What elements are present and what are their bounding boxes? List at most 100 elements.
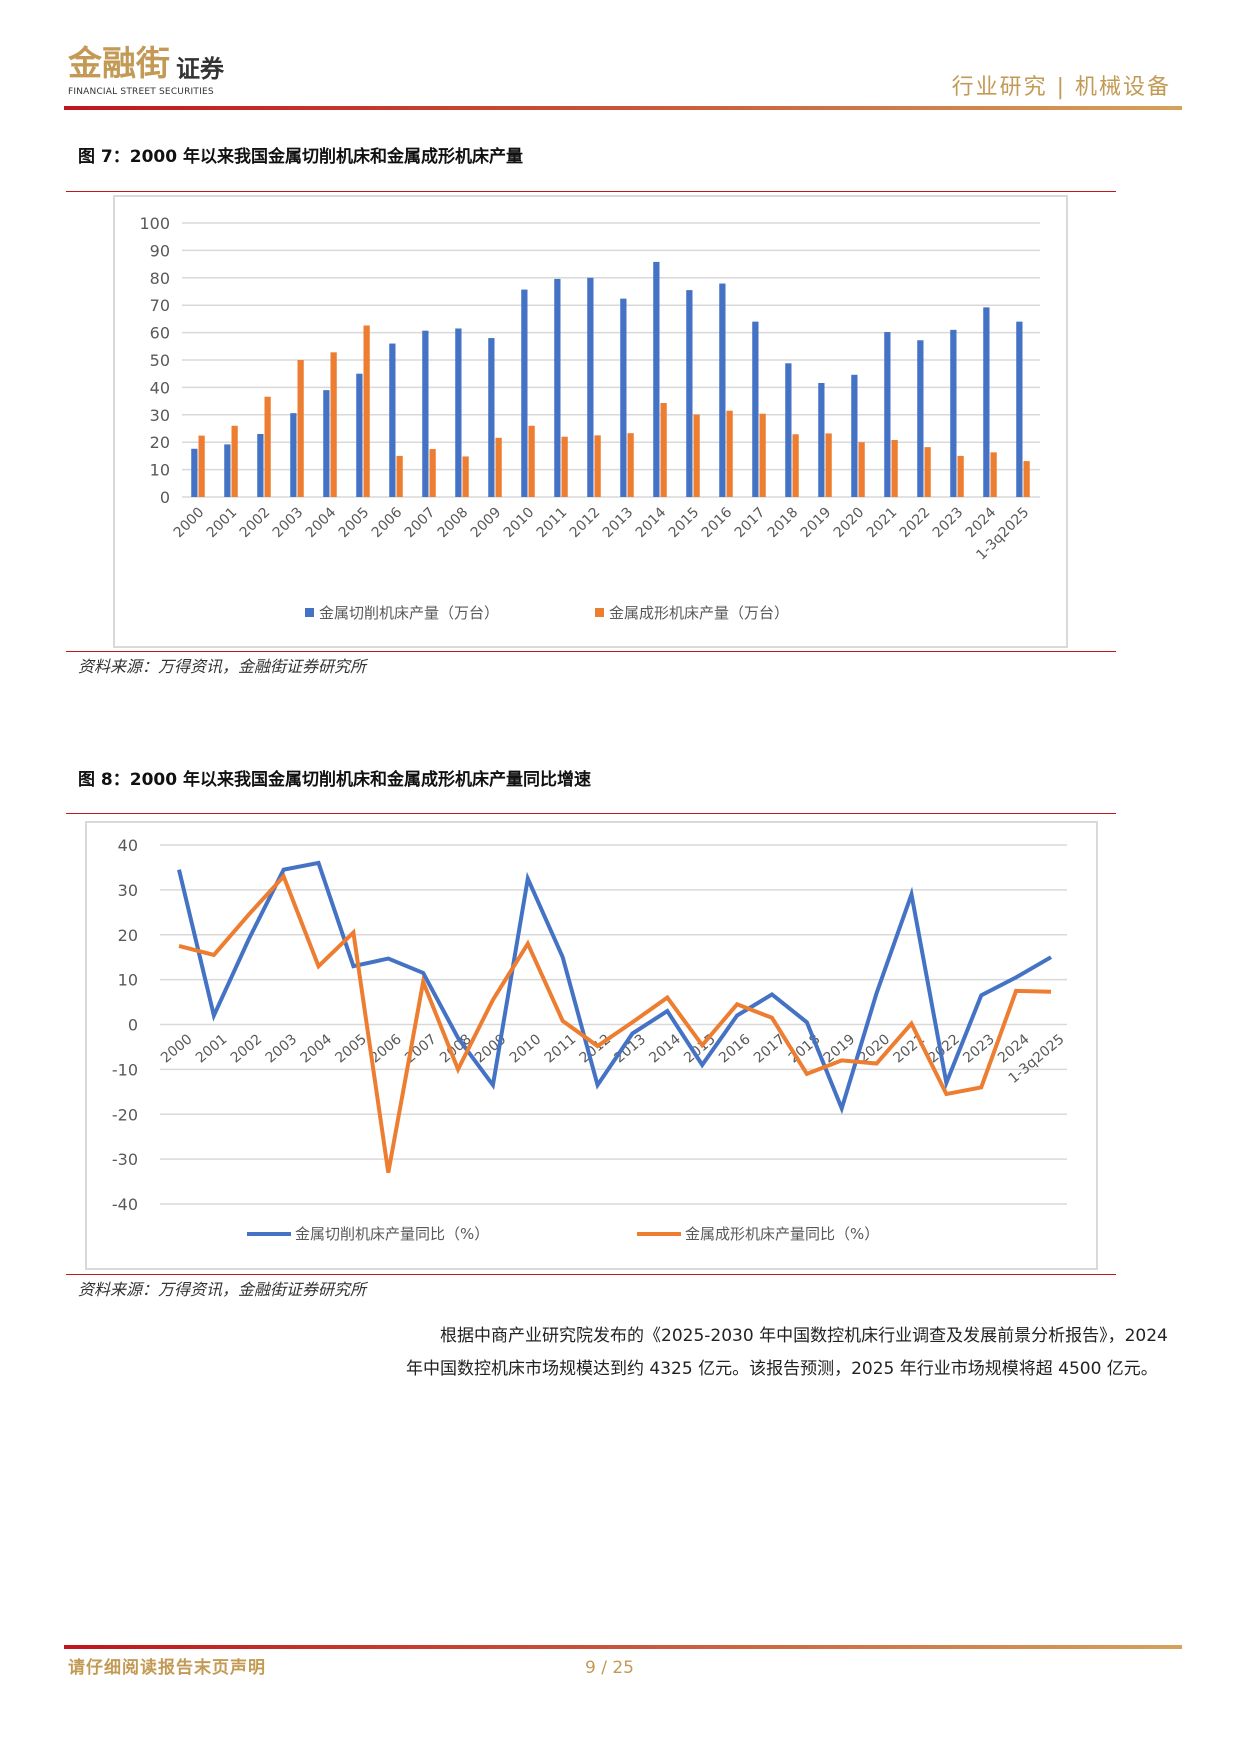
bar-forming: [297, 360, 304, 497]
bar-cutting: [686, 290, 693, 497]
body-paragraph: 根据中商产业研究院发布的《2025-2030 年中国数控机床行业调查及发展前景分…: [406, 1326, 1168, 1379]
bar-cutting: [191, 448, 198, 497]
x-tick-label: 2010: [507, 1031, 545, 1066]
x-tick-label: 2002: [228, 1031, 266, 1066]
x-tick-label: 2010: [501, 505, 538, 542]
bar-cutting: [950, 329, 957, 497]
figure7-bottom-rule: [66, 651, 1116, 652]
figure7-title: 图 7：2000 年以来我国金属切削机床和金属成形机床产量: [78, 147, 523, 167]
bar-cutting: [719, 283, 726, 497]
bar-cutting: [917, 340, 924, 497]
y-tick-label: 40: [118, 836, 138, 855]
figure7-top-rule: [66, 191, 1116, 192]
y-tick-label: 80: [150, 269, 170, 288]
bar-forming: [363, 325, 370, 497]
bar-cutting: [422, 330, 429, 497]
x-tick-label: 2007: [402, 505, 439, 542]
bar-cutting: [587, 277, 594, 497]
bar-forming: [693, 414, 700, 497]
x-tick-label: 2011: [542, 1031, 580, 1066]
bar-forming: [825, 433, 832, 497]
series-line-forming: [178, 872, 1052, 1173]
logo-suffix: 证券: [176, 55, 224, 83]
x-tick-label: 2017: [732, 505, 769, 542]
x-tick-label: 2001: [204, 505, 241, 542]
bar-forming: [264, 396, 271, 497]
y-tick-label: 10: [150, 461, 170, 480]
bar-forming: [990, 452, 997, 497]
legend-label: 金属成形机床产量（万台）: [609, 604, 789, 622]
bar-cutting: [488, 338, 495, 497]
bar-forming: [792, 434, 799, 497]
bar-forming: [660, 403, 667, 497]
bar-forming: [462, 456, 469, 497]
bar-forming: [924, 447, 931, 497]
bar-cutting: [851, 374, 858, 497]
x-tick-label: 2013: [600, 505, 637, 542]
bar-forming: [627, 433, 634, 497]
bar-cutting: [323, 390, 330, 497]
bar-cutting: [1016, 321, 1023, 497]
y-tick-label: 60: [150, 324, 170, 343]
x-tick-label: 2004: [298, 1031, 336, 1066]
figure8-bottom-rule: [66, 1274, 1116, 1275]
x-tick-label: 2021: [864, 505, 901, 542]
figure8-title: 图 8：2000 年以来我国金属切削机床和金属成形机床产量同比增速: [78, 770, 591, 790]
y-tick-label: 30: [118, 881, 138, 900]
bar-cutting: [785, 363, 792, 497]
logo-english: FINANCIAL STREET SECURITIES: [68, 87, 214, 97]
bar-chart: 0102030405060708090100200020012002200320…: [139, 214, 1040, 622]
bar-forming: [495, 437, 502, 497]
x-tick-label: 2002: [237, 505, 274, 542]
header-divider: [64, 106, 1182, 110]
x-tick-label: 2009: [468, 505, 505, 542]
x-tick-label: 2003: [263, 1031, 301, 1066]
report-section: 行业研究 | 机械设备: [951, 75, 1171, 100]
x-tick-label: 2020: [831, 505, 868, 542]
bar-forming: [528, 425, 535, 497]
x-tick-label: 2001: [193, 1031, 231, 1066]
bar-cutting: [554, 278, 561, 497]
series-line-cutting: [177, 860, 1053, 1115]
x-tick-label: 2004: [303, 504, 340, 541]
legend-swatch: [305, 608, 314, 617]
x-tick-label: 2022: [897, 505, 934, 542]
bar-forming: [198, 435, 205, 497]
y-tick-label: 40: [150, 378, 170, 397]
bar-cutting: [818, 383, 825, 497]
bar-forming: [429, 449, 436, 497]
figure7-source: 资料来源：万得资讯，金融街证券研究所: [78, 657, 367, 676]
y-tick-label: 0: [160, 488, 170, 507]
bar-forming: [561, 436, 568, 497]
figure8-chart: -40 -30 -20 -10 0 10 20 30 40 2000 2001 2002 2003 200…: [85, 821, 1098, 1270]
x-tick-label: 2012: [567, 505, 604, 542]
page-number: 9 / 25: [585, 1658, 634, 1678]
bar-cutting: [290, 413, 297, 497]
y-tick-label: -40: [112, 1195, 138, 1214]
bar-cutting: [620, 298, 627, 497]
bar-cutting: [653, 261, 660, 497]
y-tick-label: 0: [128, 1016, 138, 1035]
bar-cutting: [983, 307, 990, 497]
bar-cutting: [356, 373, 363, 497]
bar-forming: [594, 435, 601, 497]
bar-cutting: [224, 444, 231, 497]
y-tick-label: 30: [150, 406, 170, 425]
y-tick-label: 90: [150, 241, 170, 260]
bar-cutting: [521, 289, 528, 497]
bar-forming: [891, 440, 898, 497]
bar-forming: [396, 455, 403, 497]
legend-label: 金属成形机床产量同比（%）: [685, 1225, 879, 1243]
x-tick-label: 2019: [798, 505, 835, 542]
logo-chinese: 金融街: [68, 44, 170, 84]
y-tick-label: 20: [150, 433, 170, 452]
x-tick-label: 2023: [930, 505, 967, 542]
bar-forming: [957, 455, 964, 497]
x-tick-label: 2000: [171, 505, 208, 542]
logo: 金融街 证券 FINANCIAL STREET SECURITIES: [68, 44, 224, 98]
figure8-source: 资料来源：万得资讯，金融街证券研究所: [78, 1280, 367, 1299]
x-tick-label: 2000: [158, 1031, 196, 1066]
figure8-top-rule: [66, 813, 1116, 814]
x-tick-label: 2014: [633, 504, 670, 541]
x-tick-label: 2018: [765, 505, 802, 542]
